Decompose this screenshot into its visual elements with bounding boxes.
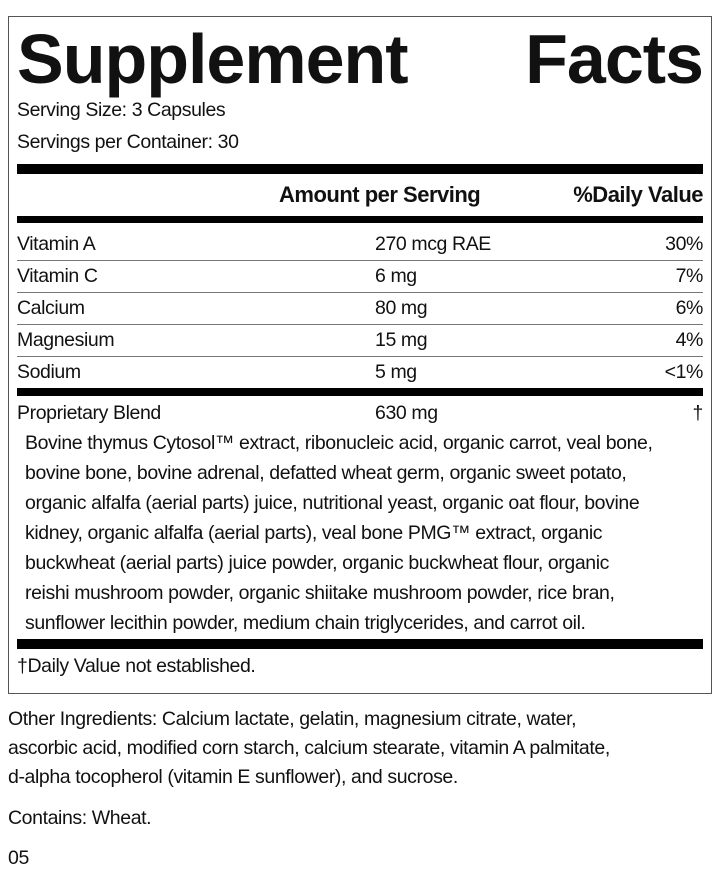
table-row: Sodium 5 mg <1% (17, 357, 703, 388)
label-code: 05 (8, 847, 29, 869)
other-ingredients-line: Other Ingredients: Calcium lactate, gela… (8, 708, 577, 730)
ingredient-line: organic alfalfa (aerial parts) juice, nu… (25, 492, 640, 514)
nutrient-dv: 4% (675, 329, 704, 351)
ingredient-line: buckwheat (aerial parts) juice powder, o… (25, 552, 610, 574)
nutrient-amount: 80 mg (375, 297, 428, 319)
daily-value-header: %Daily Value (573, 182, 703, 207)
table-row: Proprietary Blend 630 mg † (17, 398, 703, 428)
table-row: Vitamin A 270 mcg RAE 30% (17, 229, 703, 261)
nutrient-name: Vitamin C (17, 265, 98, 287)
table-row: Calcium 80 mg 6% (17, 293, 703, 325)
supplement-facts-panel: Supplement Facts Serving Size: 3 Capsule… (8, 16, 712, 694)
amount-header: Amount per Serving (279, 182, 481, 207)
nutrient-name: Vitamin A (17, 233, 96, 255)
title-word: Facts (525, 20, 704, 98)
other-ingredients-line: ascorbic acid, modified corn starch, cal… (8, 737, 610, 759)
nutrient-dv: 7% (675, 265, 704, 287)
ingredient-line: reishi mushroom powder, organic shiitake… (25, 582, 615, 604)
nutrient-dv: 6% (675, 297, 704, 319)
blend-name: Proprietary Blend (17, 402, 161, 424)
divider-thick (17, 388, 703, 396)
below-panel: Other Ingredients: Calcium lactate, gela… (8, 705, 712, 873)
nutrient-name: Calcium (17, 297, 85, 319)
divider-thick (17, 164, 703, 174)
nutrient-amount: 15 mg (375, 329, 428, 351)
table-header: Amount per Serving %Daily Value (17, 174, 703, 216)
nutrient-amount: 6 mg (375, 265, 417, 287)
nutrient-dv: 30% (665, 233, 703, 255)
divider-thick (17, 216, 703, 223)
divider-thick (17, 639, 703, 649)
serving-size: Serving Size: 3 Capsules (17, 99, 226, 121)
ingredient-line: Bovine thymus Cytosol™ extract, ribonucl… (25, 432, 653, 454)
ingredient-line: sunflower lecithin powder, medium chain … (25, 612, 586, 634)
blend-dv: † (692, 402, 704, 424)
servings-per-container: Servings per Container: 30 (17, 131, 239, 153)
nutrient-dv: <1% (664, 361, 704, 383)
panel-title: Supplement Facts (17, 19, 704, 99)
nutrient-amount: 5 mg (375, 361, 417, 383)
title-word: Supplement (17, 20, 409, 98)
other-ingredients: Other Ingredients: Calcium lactate, gela… (8, 705, 712, 792)
footnote: †Daily Value not established. (17, 655, 256, 677)
proprietary-blend: Proprietary Blend 630 mg † Bovine thymus C… (17, 398, 703, 638)
ingredient-line: bovine bone, bovine adrenal, defatted wh… (25, 462, 627, 484)
nutrient-amount: 270 mcg RAE (375, 233, 491, 255)
table-row: Vitamin C 6 mg 7% (17, 261, 703, 293)
other-ingredients-line: d-alpha tocopherol (vitamin E sunflower)… (8, 766, 458, 788)
nutrient-name: Sodium (17, 361, 81, 383)
nutrient-name: Magnesium (17, 329, 115, 351)
allergen-statement: Contains: Wheat. (8, 807, 152, 829)
ingredient-line: kidney, organic alfalfa (aerial parts), … (25, 522, 603, 544)
table-row: Magnesium 15 mg 4% (17, 325, 703, 357)
blend-ingredients: Bovine thymus Cytosol™ extract, ribonucl… (17, 428, 703, 638)
blend-amount: 630 mg (375, 402, 438, 424)
